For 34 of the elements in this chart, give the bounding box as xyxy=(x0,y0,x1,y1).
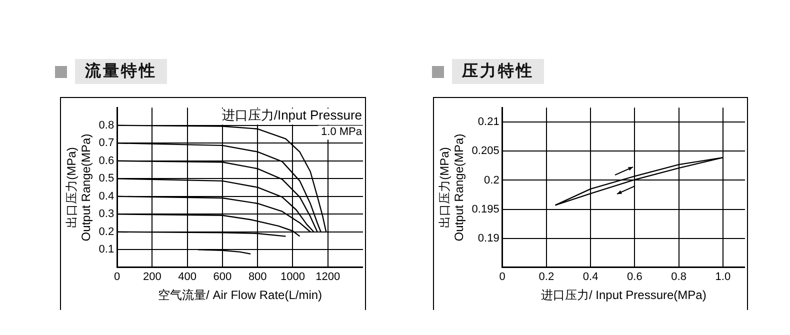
y-tick-label: 0.4 xyxy=(98,190,114,202)
y-tick-label: 0.195 xyxy=(472,203,500,216)
x-axis-title: 进口压力/ Input Pressure(MPa) xyxy=(540,288,706,302)
y-tick-label: 0.205 xyxy=(472,145,500,158)
x-tick-label: 0.2 xyxy=(538,271,554,284)
y-axis-title: 出口压力(MPa) Output Range(MPa) xyxy=(64,134,93,242)
annotation: 1.0 MPa xyxy=(321,126,363,138)
x-tick-label: 0.8 xyxy=(671,271,686,284)
x-axis-title: 空气流量/ Air Flow Rate(L/min) xyxy=(158,288,322,302)
annotation: 进口压力/Input Pressure xyxy=(222,108,362,123)
y-tick-label: 0.6 xyxy=(98,154,114,167)
x-tick-label: 200 xyxy=(143,271,162,284)
x-tick-label: 400 xyxy=(178,271,197,284)
y-tick-label: 0.1 xyxy=(98,244,114,256)
x-tick-label: 0.6 xyxy=(627,271,642,284)
x-tick-label: 1.0 xyxy=(715,271,731,284)
y-tick-label: 0.2 xyxy=(98,226,114,238)
chart-title: 压力特性 xyxy=(452,59,544,84)
y-tick-label: 0.2 xyxy=(484,174,500,186)
chart-title: 流量特性 xyxy=(75,59,167,84)
x-tick-label: 0 xyxy=(114,271,120,284)
x-tick-label: 800 xyxy=(248,271,267,284)
y-tick-label: 0.8 xyxy=(98,119,114,132)
x-tick-label: 0.4 xyxy=(582,271,598,284)
x-tick-label: 600 xyxy=(213,271,232,284)
y-tick-label: 0.21 xyxy=(478,116,500,128)
y-tick-label: 0.19 xyxy=(478,232,500,244)
y-tick-label: 0.3 xyxy=(98,208,114,220)
x-tick-label: 1200 xyxy=(316,271,340,284)
y-axis-title: 出口压力(MPa) Output Range(MPa) xyxy=(438,134,466,242)
x-tick-label: 1000 xyxy=(280,271,305,284)
x-tick-label: 0 xyxy=(499,271,506,284)
y-tick-label: 0.7 xyxy=(98,137,114,150)
y-tick-label: 0.5 xyxy=(98,172,114,185)
